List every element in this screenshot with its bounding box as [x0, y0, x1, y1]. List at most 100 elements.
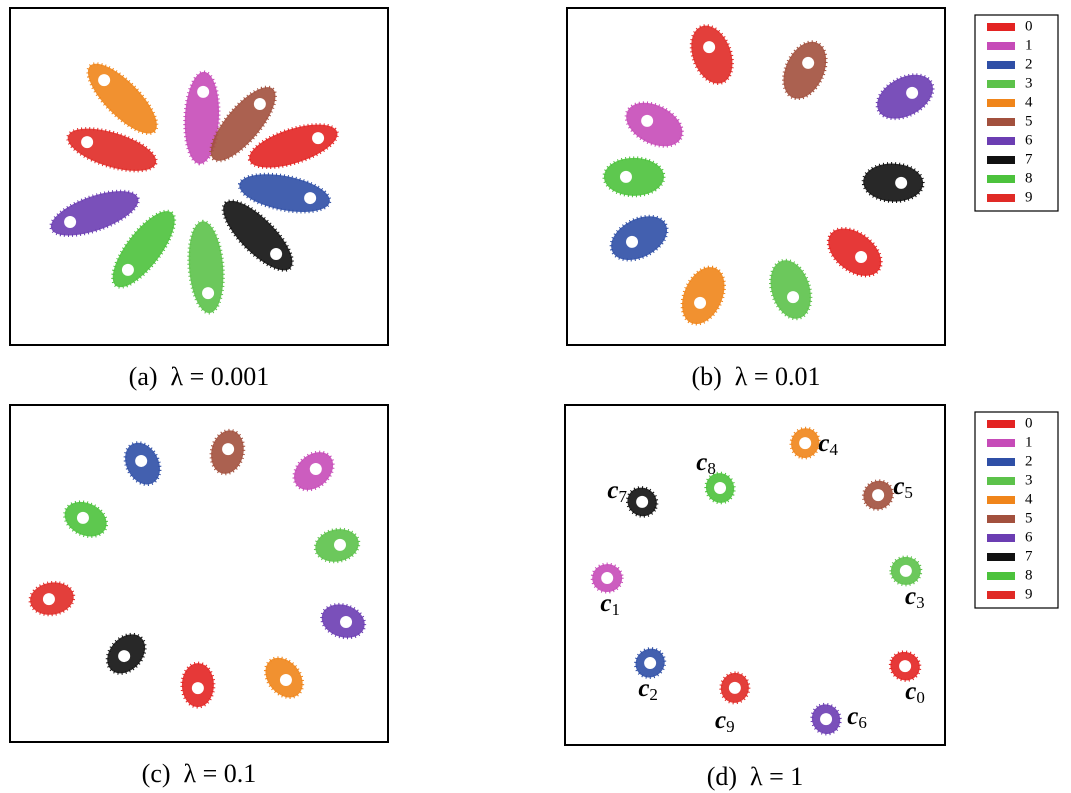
center-label: c6: [847, 703, 867, 732]
cluster-center: [714, 481, 727, 494]
panel-frame: [564, 404, 946, 746]
cluster-cloud: [602, 156, 666, 198]
legend-swatch: [987, 420, 1015, 428]
cluster-cloud: [781, 40, 828, 101]
legend-label: 0: [1025, 18, 1033, 34]
cluster-cloud: [624, 101, 684, 148]
cluster-cloud: [875, 73, 935, 121]
legend-swatch: [987, 496, 1015, 504]
caption: (c) λ = 0.1: [142, 759, 257, 788]
cluster-center: [799, 437, 812, 450]
cluster-cloud: [187, 219, 225, 315]
legend-label: 1: [1025, 434, 1033, 450]
cluster-center: [855, 251, 868, 264]
cluster-center: [135, 454, 148, 467]
center-index: 3: [916, 593, 925, 612]
cluster-cloud: [183, 70, 221, 166]
center-symbol: c: [847, 703, 858, 730]
cluster-cloud: [689, 24, 734, 86]
legend-swatch: [987, 534, 1015, 542]
legend-swatch: [987, 99, 1015, 107]
center-symbol: c: [696, 449, 707, 476]
legend-swatch: [987, 439, 1015, 447]
center-index: 9: [726, 717, 735, 736]
cluster-cloud: [769, 258, 813, 321]
caption: (a) λ = 0.001: [129, 362, 270, 391]
cluster-center: [619, 170, 632, 183]
legend-swatch: [987, 194, 1015, 202]
center-label: c5: [893, 473, 913, 502]
cluster-center: [899, 564, 912, 577]
cluster-center: [644, 657, 657, 670]
cluster-center: [601, 572, 614, 585]
legend-label: 2: [1025, 453, 1033, 469]
cluster-center: [202, 287, 215, 300]
cluster-cloud: [680, 265, 726, 326]
cluster-center: [703, 41, 716, 54]
caption: (d) λ = 1: [707, 762, 804, 791]
cluster-center: [253, 98, 266, 111]
cluster-center: [333, 538, 346, 551]
legend-swatch: [987, 80, 1015, 88]
center-label: c9: [715, 707, 735, 736]
center-symbol: c: [905, 678, 916, 705]
legend-label: 2: [1025, 56, 1033, 72]
legend-label: 4: [1025, 94, 1033, 110]
center-label: c7: [607, 477, 627, 506]
center-index: 2: [649, 685, 658, 704]
legend-swatch: [987, 175, 1015, 183]
center-symbol: c: [818, 430, 829, 457]
cluster-center: [626, 235, 639, 248]
legend-label: 7: [1025, 548, 1033, 564]
cluster-center: [304, 192, 317, 205]
legend-swatch: [987, 118, 1015, 126]
caption: (b) λ = 0.01: [691, 362, 820, 391]
center-index: 5: [904, 483, 913, 502]
legend-label: 3: [1025, 472, 1033, 488]
center-index: 7: [618, 487, 627, 506]
cluster-center: [340, 616, 353, 629]
cluster-center: [872, 489, 885, 502]
legend-swatch: [987, 156, 1015, 164]
center-symbol: c: [715, 707, 726, 734]
center-symbol: c: [607, 477, 618, 504]
cluster-center: [64, 215, 77, 228]
center-symbol: c: [893, 473, 904, 500]
cluster-center: [899, 660, 912, 673]
legend-swatch: [987, 137, 1015, 145]
cluster-center: [42, 593, 55, 606]
cluster-center: [820, 713, 833, 726]
center-symbol: c: [638, 675, 649, 702]
legend-swatch: [987, 553, 1015, 561]
center-symbol: c: [600, 590, 611, 617]
legend-swatch: [987, 572, 1015, 580]
cluster-center: [81, 136, 94, 149]
legend-swatch: [987, 515, 1015, 523]
cluster-center: [118, 650, 131, 663]
center-label: c8: [696, 449, 716, 478]
legend-swatch: [987, 591, 1015, 599]
center-label: c3: [905, 583, 925, 612]
legend-swatch: [987, 458, 1015, 466]
cluster-center: [197, 85, 210, 98]
cluster-center: [895, 176, 908, 189]
legend-label: 6: [1025, 529, 1033, 545]
center-index: 8: [707, 459, 716, 478]
cluster-center: [694, 296, 707, 309]
cluster-center: [270, 248, 283, 261]
cluster-center: [728, 681, 741, 694]
cluster-center: [98, 74, 111, 87]
center-symbol: c: [905, 583, 916, 610]
legend-label: 0: [1025, 415, 1033, 431]
legend-label: 8: [1025, 170, 1033, 186]
cluster-center: [312, 132, 325, 145]
legend-label: 4: [1025, 491, 1033, 507]
center-label: c0: [905, 678, 925, 707]
legend-label: 9: [1025, 189, 1033, 205]
cluster-center: [906, 86, 919, 99]
cluster-center: [636, 495, 649, 508]
legend-label: 3: [1025, 75, 1033, 91]
cluster-center: [191, 682, 204, 695]
